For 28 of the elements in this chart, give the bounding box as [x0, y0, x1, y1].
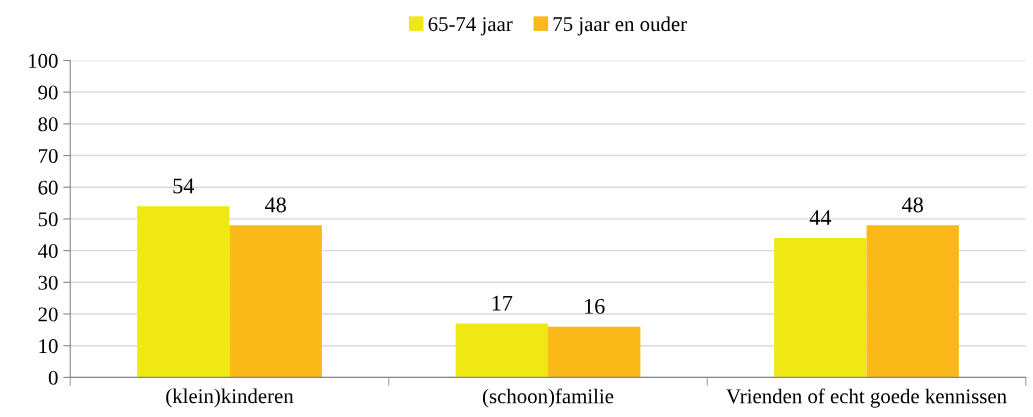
- bar: [548, 326, 641, 378]
- bar: [137, 206, 230, 378]
- data-label: 48: [902, 197, 923, 213]
- data-label: 48: [265, 197, 286, 213]
- y-tick-label: 100: [29, 53, 58, 68]
- x-tick-label: (klein)kinderen: [166, 388, 294, 408]
- y-tick-label: 40: [38, 243, 58, 259]
- y-tick-label: 90: [38, 85, 58, 100]
- bar: [774, 237, 867, 378]
- bar: [229, 225, 322, 378]
- y-tick-label: 30: [38, 275, 58, 290]
- y-tick-label: 10: [39, 339, 58, 354]
- y-tick-label: 60: [38, 180, 58, 195]
- y-tick-label: 80: [38, 117, 58, 132]
- y-tick-label: 50: [38, 212, 58, 227]
- y-tick-label: 0: [48, 370, 58, 385]
- x-tick-label: Vrienden of echt goede kennissen: [726, 388, 1007, 408]
- bar: [455, 323, 549, 378]
- bar: [866, 225, 959, 378]
- data-label: 17: [492, 295, 513, 311]
- legend-label: 75 jaar en ouder: [553, 16, 687, 36]
- legend-label: 65-74 jaar: [428, 17, 513, 36]
- data-label: 16: [585, 298, 605, 314]
- data-label: 54: [173, 178, 195, 194]
- y-tick-label: 20: [38, 307, 58, 322]
- x-tick-label: (schoon)familie: [482, 388, 614, 408]
- data-label: 44: [809, 210, 832, 225]
- y-tick-label: 70: [38, 148, 58, 163]
